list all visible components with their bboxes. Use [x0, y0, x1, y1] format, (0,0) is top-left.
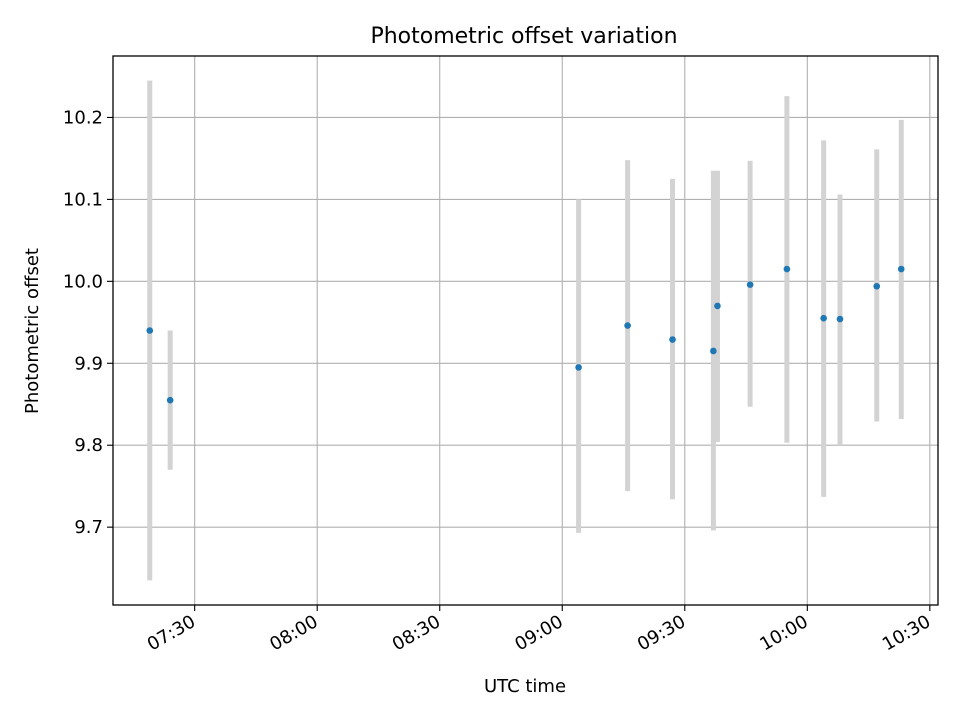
- y-tick-label: 10.0: [63, 271, 103, 292]
- plot-frame: [112, 55, 939, 606]
- x-tick-label: 09:00: [511, 611, 566, 655]
- data-point: [836, 315, 844, 323]
- x-tick-label: 09:30: [634, 611, 689, 655]
- data-point: [714, 302, 721, 310]
- data-point: [746, 281, 754, 288]
- data-point: [624, 322, 631, 329]
- data-point: [897, 265, 905, 273]
- point-layer: [146, 265, 905, 404]
- data-point: [669, 336, 676, 343]
- x-tick-label: 08:00: [266, 611, 321, 655]
- data-point: [166, 396, 174, 404]
- error-bar-layer: [147, 80, 904, 581]
- data-point: [575, 364, 582, 371]
- data-point: [710, 347, 717, 355]
- y-tick-label: 9.9: [74, 353, 103, 374]
- x-axis-label: UTC time: [484, 676, 566, 697]
- y-tick-label: 10.2: [63, 107, 103, 128]
- y-axis-label: Photometric offset: [22, 248, 43, 414]
- y-tick-label: 9.7: [74, 517, 103, 538]
- x-tick-label: 10:30: [879, 611, 934, 655]
- data-point: [146, 327, 154, 334]
- y-tick-label: 9.8: [74, 435, 103, 456]
- data-point: [783, 265, 791, 273]
- data-point: [873, 282, 881, 290]
- chart-title: Photometric offset variation: [370, 24, 677, 49]
- grid-layer: [113, 56, 938, 605]
- x-tick-label: 07:30: [144, 611, 199, 655]
- x-tick-label: 08:30: [389, 611, 444, 655]
- tick-layer: 07:30 08:00 08:30 09:00 09:30 10:00 10:30 9.7 9.…: [63, 107, 934, 655]
- x-tick-label: 10:00: [756, 611, 811, 655]
- data-point: [820, 314, 827, 322]
- y-tick-label: 10.1: [63, 189, 103, 210]
